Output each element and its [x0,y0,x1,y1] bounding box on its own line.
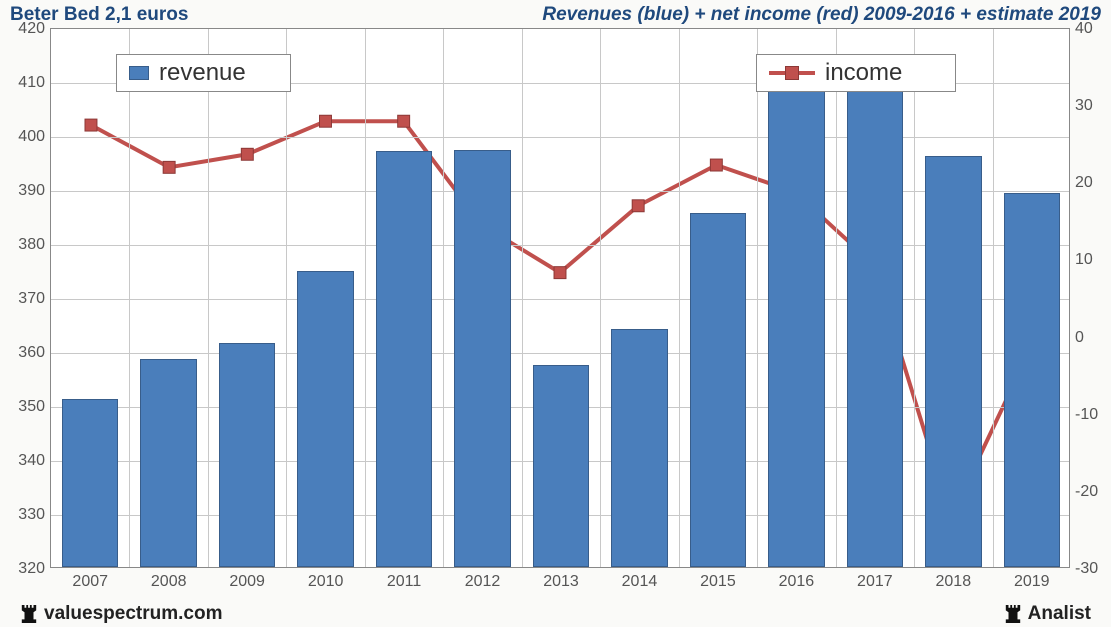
y-left-tick-label: 360 [18,344,45,362]
gridline-v [914,29,915,567]
y-right-tick-label: -10 [1075,406,1098,424]
x-tick-label: 2011 [387,573,421,591]
footer-right: Analist [1004,603,1091,625]
income-marker [554,267,566,279]
gridline-v [129,29,130,567]
legend-income: income [756,54,956,92]
income-marker [398,115,410,127]
y-right-tick-label: 0 [1075,329,1084,347]
x-tick-label: 2007 [72,573,108,591]
gridline-v [443,29,444,567]
gridline-v [208,29,209,567]
footer-left: valuespectrum.com [20,603,222,625]
x-tick-label: 2013 [543,573,579,591]
x-tick-label: 2014 [622,573,658,591]
legend-bar-swatch-icon [129,66,149,80]
income-marker [241,148,253,160]
income-marker [320,115,332,127]
revenue-bar [140,359,196,567]
gridline-v [993,29,994,567]
rook-icon [20,603,38,625]
gridline-v [600,29,601,567]
revenue-bar [611,329,667,567]
legend-revenue: revenue [116,54,291,92]
y-left-tick-label: 410 [18,74,45,92]
y-left-tick-label: 420 [18,20,45,38]
y-left-tick-label: 330 [18,506,45,524]
chart-container: { "header": { "title_left": "Beter Bed 2… [0,0,1111,627]
revenue-bar [925,156,981,567]
x-tick-label: 2008 [151,573,187,591]
revenue-bar [768,78,824,567]
income-marker [85,119,97,131]
footer-left-text: valuespectrum.com [44,603,222,625]
gridline-h [51,353,1069,354]
income-marker [632,200,644,212]
y-right-tick-label: 10 [1075,251,1093,269]
footer: valuespectrum.com Analist [0,603,1111,625]
revenue-bar [219,343,275,567]
y-right-tick-label: 40 [1075,20,1093,38]
income-marker [710,159,722,171]
y-left-tick-label: 370 [18,290,45,308]
revenue-bar [1004,193,1060,567]
revenue-bar [376,151,432,567]
revenue-bar [690,213,746,567]
y-right-tick-label: 20 [1075,174,1093,192]
y-right-tick-label: 30 [1075,97,1093,115]
legend-label: revenue [159,59,246,87]
x-tick-label: 2015 [700,573,736,591]
x-tick-label: 2012 [465,573,501,591]
footer-right-text: Analist [1028,603,1091,625]
chart-header: Beter Bed 2,1 euros Revenues (blue) + ne… [0,0,1111,28]
gridline-v [365,29,366,567]
gridline-h [51,245,1069,246]
y-left-tick-label: 350 [18,398,45,416]
gridline-v [286,29,287,567]
x-tick-label: 2019 [1014,573,1050,591]
y-left-tick-label: 340 [18,452,45,470]
revenue-bar [62,399,118,567]
gridline-v [522,29,523,567]
revenue-bar [847,86,903,567]
y-right-tick-label: -20 [1075,483,1098,501]
revenue-bar [454,150,510,567]
y-left-tick-label: 320 [18,560,45,578]
x-tick-label: 2010 [308,573,344,591]
income-marker [163,161,175,173]
legend-line-swatch-icon [769,61,815,85]
y-left-tick-label: 400 [18,128,45,146]
revenue-bar [533,365,589,567]
title-right: Revenues (blue) + net income (red) 2009-… [542,4,1101,28]
gridline-v [679,29,680,567]
y-right-tick-label: -30 [1075,560,1098,578]
revenue-bar [297,271,353,567]
gridline-h [51,191,1069,192]
gridline-v [757,29,758,567]
plot-area: 320330340350360370380390400410420-30-20-… [50,28,1070,568]
gridline-v [836,29,837,567]
x-tick-label: 2009 [229,573,265,591]
gridline-h [51,137,1069,138]
y-left-tick-label: 390 [18,182,45,200]
y-left-tick-label: 380 [18,236,45,254]
legend-label: income [825,59,902,87]
gridline-h [51,299,1069,300]
x-tick-label: 2016 [779,573,815,591]
rook-icon [1004,603,1022,625]
x-tick-label: 2017 [857,573,893,591]
x-tick-label: 2018 [936,573,972,591]
